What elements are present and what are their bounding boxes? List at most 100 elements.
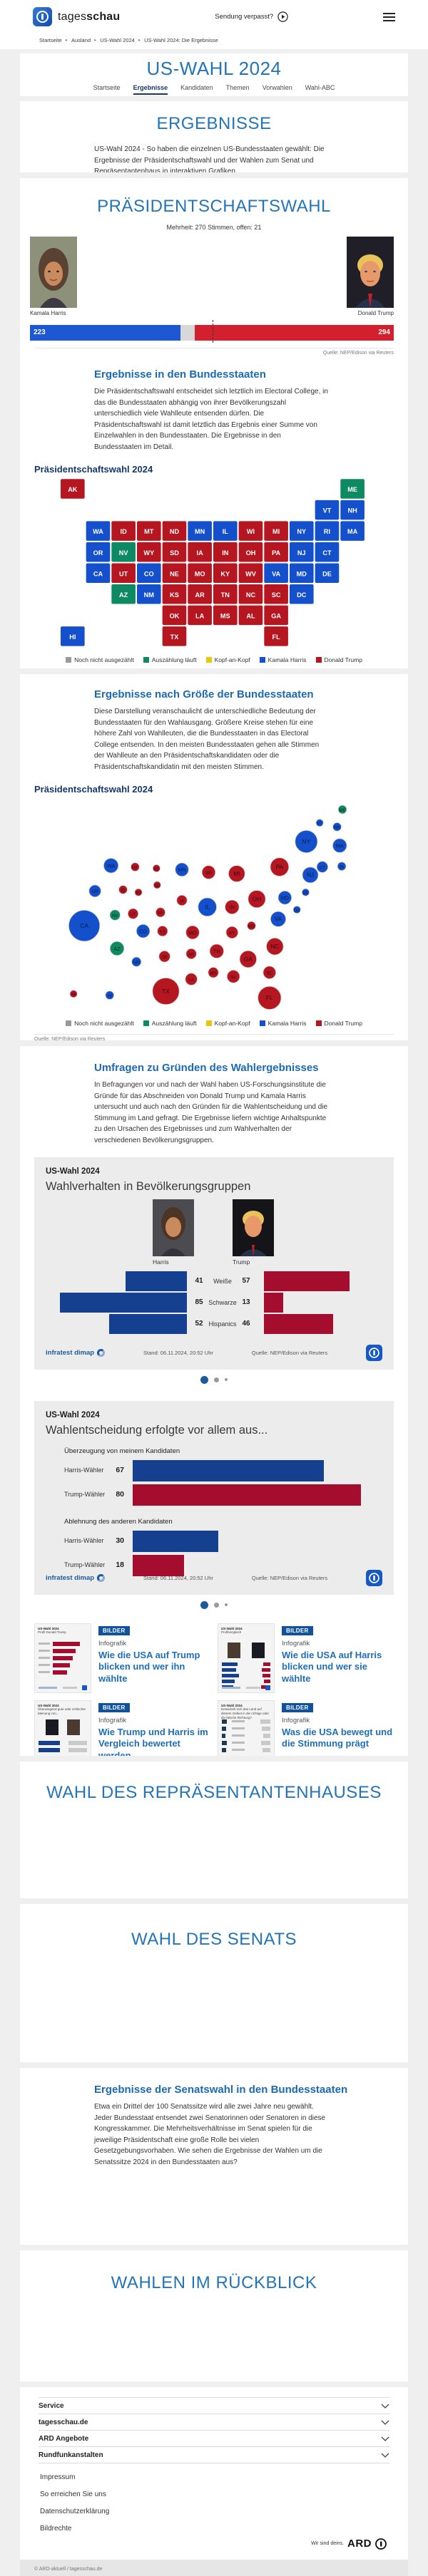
state-tile-CA[interactable] [86,563,111,583]
breadcrumb-item-3[interactable]: US-Wahl 2024 [100,36,135,43]
state-tile-AK[interactable] [61,479,85,499]
us-bubble-map[interactable]: AL AK AZ AR CA CO CT DE DC FL GA HI ID IL IN IA KS KY LA ME… [54,799,374,1013]
state-tile-CT[interactable] [315,542,340,562]
state-tile-MT[interactable] [136,521,161,541]
carousel-dot-3[interactable] [225,1603,228,1606]
state-tile-NY[interactable] [289,521,314,541]
state-bubble-WY[interactable] [134,888,143,896]
state-bubble-CA[interactable] [68,910,101,942]
footer-accordion-service[interactable]: Service [39,2397,389,2414]
state-tile-AZ[interactable] [111,584,136,604]
state-tile-SC[interactable] [264,584,288,604]
state-bubble-OH[interactable] [248,890,266,909]
teaser-1[interactable]: US-Wahl 2024 Profil Donald Trump BILDER Inf… [34,1623,210,1693]
electoral-bar[interactable]: 223 294 [30,320,394,343]
sendung-verpasst-link[interactable]: Sendung verpasst? [215,11,288,22]
state-bubble-UT[interactable] [127,908,139,919]
state-bubble-SC[interactable] [263,966,277,979]
state-tile-FL[interactable] [264,626,288,646]
menu-icon[interactable] [382,12,395,21]
state-tile-WI[interactable] [238,521,263,541]
play-icon[interactable] [277,11,288,22]
state-bubble-NY[interactable] [295,829,318,854]
state-tile-IA[interactable] [188,542,212,562]
teaser-title[interactable]: Wie Trump und Harris im Vergleich bewert… [98,1727,208,1756]
state-bubble-SD[interactable] [153,881,161,889]
state-tile-SD[interactable] [162,542,187,562]
state-tile-MN[interactable] [188,521,212,541]
state-tile-HI[interactable] [61,626,85,646]
state-bubble-MN[interactable] [175,862,189,877]
state-bubble-AZ[interactable] [109,941,125,956]
state-tile-IN[interactable] [213,542,238,562]
state-tile-MS[interactable] [213,605,238,626]
state-bubble-MI[interactable] [228,865,245,882]
teaser-title[interactable]: Wie die USA auf Harris blicken und wer s… [282,1650,382,1684]
footer-accordion-ard-angebote[interactable]: ARD Angebote [39,2430,389,2446]
state-bubble-LA[interactable] [185,973,198,986]
us-states-map[interactable]: AL AK AZ AR CA CO CT DE DC FL GA HI ID IL IN IA KS KY LA ME… [61,479,367,649]
state-tile-UT[interactable] [111,563,136,583]
teaser-title[interactable]: Wie die USA auf Trump blicken und wer ih… [98,1650,200,1684]
state-bubble-MO[interactable] [185,925,200,940]
state-tile-WV[interactable] [238,563,263,583]
tab-vorwahlen[interactable]: Vorwahlen [262,84,292,91]
state-tile-NE[interactable] [162,563,187,583]
footer-accordion-tagesschau-de[interactable]: tagesschau.de [39,2414,389,2430]
state-tile-KS[interactable] [162,584,187,604]
state-bubble-WV[interactable] [247,921,256,931]
breadcrumb-item-4[interactable]: US-Wahl 2024: Die Ergebnisse [144,36,218,43]
state-tile-MD[interactable] [289,563,314,583]
tab-kandidaten[interactable]: Kandidaten [180,84,213,91]
state-bubble-GA[interactable] [239,950,257,968]
state-bubble-DE[interactable] [301,888,310,896]
carousel-dot-1[interactable] [200,1600,208,1609]
state-bubble-NV[interactable] [109,909,121,921]
carousel-dot-3[interactable] [225,1378,228,1381]
state-bubble-MT[interactable] [131,862,140,871]
state-bubble-TX[interactable] [152,977,180,1005]
state-tile-OH[interactable] [238,542,263,562]
carousel-dot-2[interactable] [214,1377,219,1382]
footer-link-bildrechte[interactable]: Bildrechte [40,2525,72,2533]
state-bubble-AK[interactable] [69,990,78,998]
state-tile-WA[interactable] [86,521,111,541]
state-tile-NJ[interactable] [289,542,314,562]
state-tile-ND[interactable] [162,521,187,541]
state-bubble-WI[interactable] [201,865,216,879]
footer-link-so-erreichen-sie-uns[interactable]: So erreichen Sie uns [40,2490,106,2498]
state-tile-PA[interactable] [264,542,288,562]
state-tile-NM[interactable] [136,584,161,604]
state-tile-AL[interactable] [238,605,263,626]
state-bubble-HI[interactable] [105,990,115,1000]
state-tile-WY[interactable] [136,542,161,562]
state-tile-ME[interactable] [340,479,365,499]
state-tile-NH[interactable] [340,500,365,520]
state-bubble-IN[interactable] [225,899,240,915]
state-bubble-FL[interactable] [258,986,282,1010]
tab-startseite[interactable]: Startseite [93,84,121,91]
state-tile-MI[interactable] [264,521,288,541]
teaser-title[interactable]: Was die USA bewegt und die Stimmung präg… [282,1727,393,1749]
tab-ergebnisse[interactable]: Ergebnisse [133,84,168,95]
state-bubble-OK[interactable] [158,951,170,963]
state-tile-MO[interactable] [188,563,212,583]
state-tile-OK[interactable] [162,605,187,626]
state-tile-DE[interactable] [315,563,340,583]
state-bubble-IA[interactable] [176,894,188,906]
breadcrumb-item-1[interactable]: Startseite [39,36,62,43]
state-bubble-CT[interactable] [316,861,329,873]
state-tile-OR[interactable] [86,542,111,562]
state-bubble-MS[interactable] [208,967,219,978]
state-tile-MA[interactable] [340,521,365,541]
state-tile-VT[interactable] [315,500,340,520]
breadcrumb-item-2[interactable]: Ausland [71,36,91,43]
state-bubble-RI[interactable] [337,862,347,871]
state-bubble-OR[interactable] [88,884,101,898]
state-bubble-VT[interactable] [315,819,324,827]
state-bubble-CO[interactable] [136,924,151,938]
state-bubble-TN[interactable] [209,943,224,958]
state-bubble-PA[interactable] [270,857,290,876]
state-tile-CO[interactable] [136,563,161,583]
footer-accordion-rundfunkanstalten[interactable]: Rundfunkanstalten [39,2446,389,2463]
